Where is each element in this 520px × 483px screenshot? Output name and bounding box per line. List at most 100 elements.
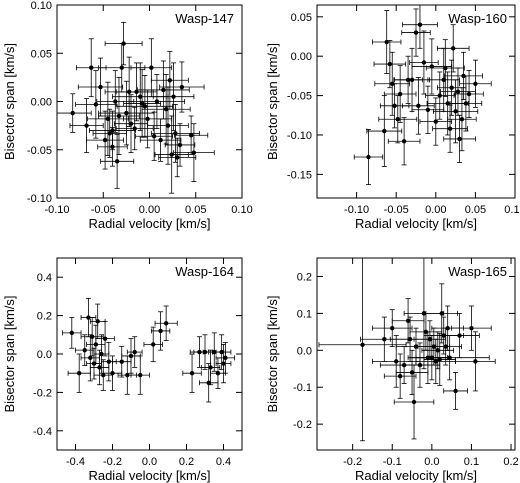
y-tick-label: -0.05 xyxy=(287,91,312,103)
y-axis-label: Bisector span [km/s] xyxy=(2,43,17,160)
x-tick-label: 0.2 xyxy=(503,456,518,468)
panel-wasp-164: -0.4 -0.2 0.0 0.2 0.4 -0.4 -0.2 0.0 0.2 0.4 Radial… xyxy=(2,257,243,483)
data-marker xyxy=(69,330,75,336)
x-tick-label: 0.4 xyxy=(216,456,231,468)
data-point xyxy=(164,123,196,167)
data-point xyxy=(353,129,384,186)
data-marker xyxy=(382,337,387,342)
data-marker xyxy=(171,94,176,99)
x-tick-label: 0.00 xyxy=(425,204,446,216)
data-point xyxy=(372,10,402,74)
data-point xyxy=(123,69,162,138)
data-point xyxy=(449,75,483,132)
data-marker xyxy=(179,84,185,90)
data-marker xyxy=(163,107,169,112)
data-point xyxy=(372,335,421,388)
data-marker xyxy=(447,126,453,131)
data-marker xyxy=(469,325,474,331)
data-marker xyxy=(95,319,100,324)
data-marker xyxy=(437,93,442,98)
data-point xyxy=(402,77,435,135)
data-marker xyxy=(98,84,103,90)
data-point xyxy=(135,111,174,161)
data-marker xyxy=(392,103,397,109)
data-marker xyxy=(416,103,421,109)
data-marker xyxy=(394,359,399,364)
data-marker xyxy=(463,101,469,106)
data-marker xyxy=(167,78,173,83)
plot-frame xyxy=(316,257,516,451)
x-tick-label: -0.1 xyxy=(383,456,402,468)
data-marker xyxy=(435,348,440,353)
data-point xyxy=(215,342,236,374)
data-marker xyxy=(102,336,108,341)
data-marker xyxy=(102,137,108,143)
y-tick-label: 0.05 xyxy=(291,12,312,24)
panel-wasp-165: -0.2 -0.1 0.0 0.1 0.2 -0.2 -0.1 0.0 0.1 0.2 Radial… xyxy=(265,257,519,483)
data-point xyxy=(62,317,82,349)
data-marker xyxy=(443,344,448,349)
data-marker xyxy=(457,333,462,338)
data-marker xyxy=(445,325,450,331)
data-marker xyxy=(119,65,124,70)
data-point xyxy=(98,80,155,146)
x-tick-label: -0.10 xyxy=(344,204,369,216)
data-point xyxy=(173,123,215,182)
data-marker xyxy=(139,101,145,106)
data-marker xyxy=(208,365,213,370)
data-marker xyxy=(119,359,124,364)
data-marker xyxy=(86,315,91,320)
data-point xyxy=(459,59,492,108)
data-point xyxy=(378,95,418,144)
y-tick-label: -0.2 xyxy=(33,387,52,399)
y-tick-label: 0.4 xyxy=(37,272,52,284)
data-point xyxy=(121,338,141,374)
data-marker xyxy=(125,372,130,378)
data-point xyxy=(391,298,425,344)
data-point xyxy=(425,283,458,344)
x-tick-label: 0.00 xyxy=(139,204,160,216)
panel-title: Wasp-147 xyxy=(175,11,234,26)
data-marker xyxy=(390,325,395,331)
data-point xyxy=(75,334,95,366)
data-marker xyxy=(189,371,195,376)
data-marker xyxy=(158,137,163,143)
y-axis-label: Bisector span [km/s] xyxy=(2,295,17,412)
data-marker xyxy=(105,116,111,122)
data-marker xyxy=(453,109,458,114)
data-point xyxy=(199,363,219,403)
data-point xyxy=(174,115,209,155)
x-axis-label: Radial velocity [km/s] xyxy=(355,468,477,483)
data-point xyxy=(440,67,476,116)
data-marker xyxy=(175,155,180,160)
data-point xyxy=(89,349,110,386)
data-marker xyxy=(177,142,183,148)
data-marker xyxy=(409,370,415,375)
data-marker xyxy=(439,311,444,316)
data-point xyxy=(128,74,186,129)
y-tick-label: 0.2 xyxy=(297,271,312,283)
y-tick-label: -0.4 xyxy=(33,426,52,438)
data-marker xyxy=(407,337,413,342)
data-marker xyxy=(110,371,115,376)
y-tick-label: 0.00 xyxy=(291,51,312,63)
y-tick-label: 0.05 xyxy=(31,48,52,60)
data-point xyxy=(75,70,117,139)
x-tick-label: -0.05 xyxy=(91,204,116,216)
x-tick-label: -0.4 xyxy=(66,456,85,468)
y-tick-label: -0.10 xyxy=(287,130,312,142)
data-point xyxy=(152,62,195,131)
x-tick-label: -0.2 xyxy=(343,456,362,468)
data-point xyxy=(159,61,205,113)
data-marker xyxy=(149,65,154,70)
data-marker xyxy=(77,371,82,376)
data-marker xyxy=(114,159,120,164)
data-marker xyxy=(397,373,403,379)
data-point xyxy=(383,65,417,123)
data-marker xyxy=(413,30,419,35)
data-point xyxy=(387,117,421,166)
data-point xyxy=(402,5,438,49)
x-tick-label: 0.05 xyxy=(185,204,206,216)
data-marker xyxy=(97,365,102,370)
data-point xyxy=(439,312,480,359)
